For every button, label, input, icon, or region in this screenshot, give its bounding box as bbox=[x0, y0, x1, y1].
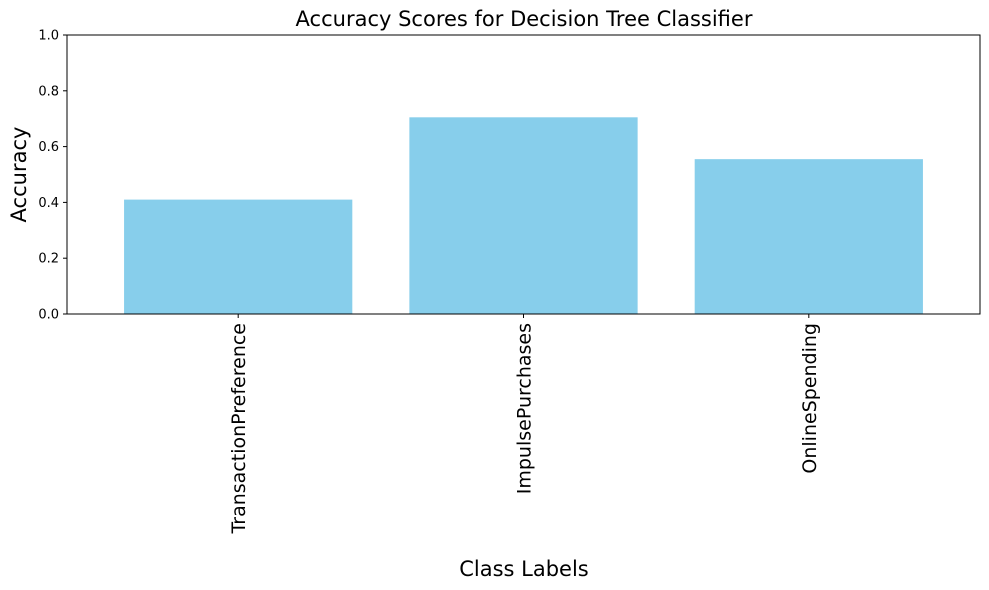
bar-onlinespending bbox=[694, 159, 923, 314]
y-tick-label: 0.4 bbox=[38, 196, 59, 211]
bar-impulsepurchases bbox=[409, 117, 638, 315]
x-tick-label: OnlineSpending bbox=[799, 323, 821, 474]
x-axis-label: Class Labels bbox=[459, 557, 589, 581]
y-tick-label: 0.2 bbox=[38, 252, 59, 267]
chart-title: Accuracy Scores for Decision Tree Classi… bbox=[296, 7, 753, 31]
x-tick-label: TransactionPreference bbox=[228, 323, 250, 535]
bar-transactionpreference bbox=[124, 199, 353, 314]
x-tick-label: ImpulsePurchases bbox=[514, 323, 536, 494]
y-tick-label: 0.0 bbox=[38, 308, 59, 323]
y-axis-label: Accuracy bbox=[7, 127, 31, 223]
bars-group bbox=[124, 117, 923, 315]
y-axis: 0.0 0.2 0.4 0.6 0.8 1.0 bbox=[38, 29, 67, 323]
y-tick-label: 1.0 bbox=[38, 29, 59, 44]
x-axis: TransactionPreference ImpulsePurchases Onl… bbox=[228, 314, 821, 535]
plot-frame bbox=[66, 34, 981, 315]
y-tick-label: 0.8 bbox=[38, 84, 59, 99]
y-tick-label: 0.6 bbox=[38, 140, 59, 155]
